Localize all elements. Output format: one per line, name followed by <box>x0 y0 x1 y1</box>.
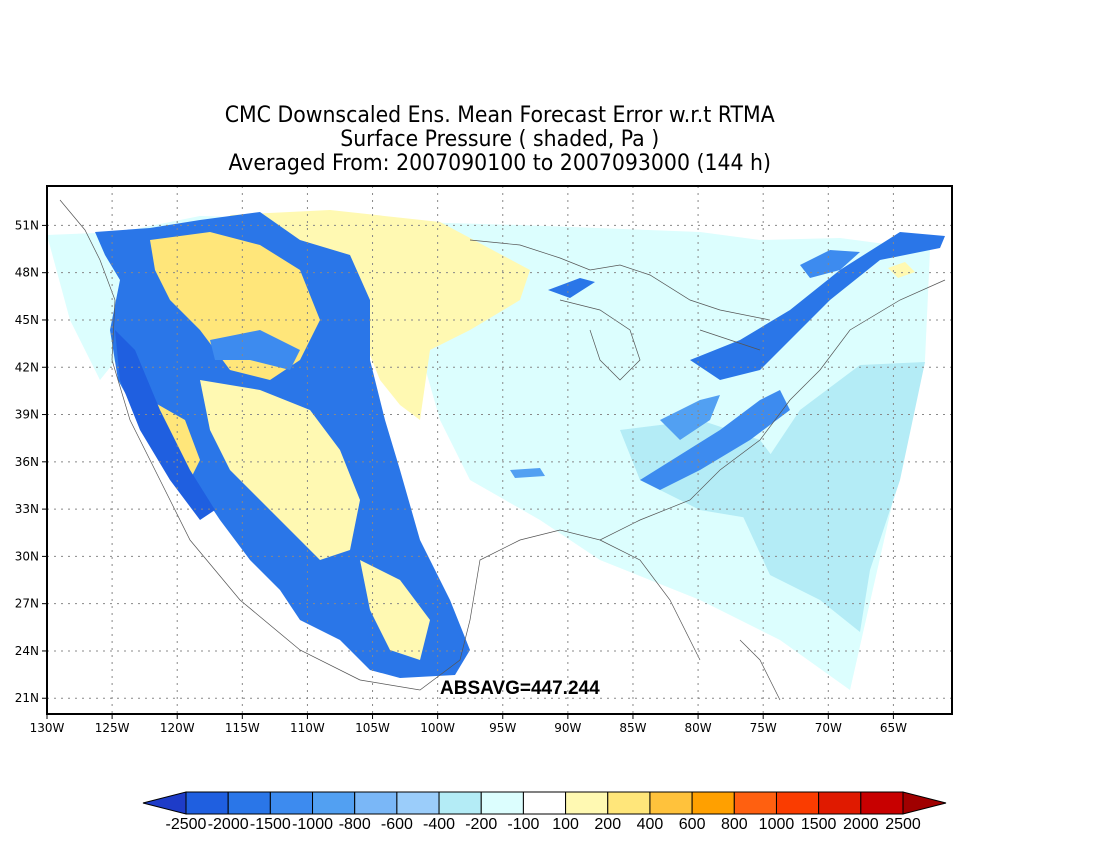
lat-tick-label: 27N <box>15 597 39 611</box>
field-yellow-west-d <box>360 560 430 660</box>
title-line-1: CMC Downscaled Ens. Mean Forecast Error … <box>224 103 775 128</box>
lon-tick-label: 95W <box>489 721 516 735</box>
colorbar-label: -600 <box>381 816 413 833</box>
colorbar-label: -400 <box>423 816 455 833</box>
colorbar-bin <box>607 791 651 815</box>
field-cyan-atlantic <box>740 362 925 632</box>
colorbar-bin <box>227 791 271 815</box>
latitude-labels: 51N 48N 45N 42N 39N 36N 33N 30N 27N 24N 21N <box>15 218 39 705</box>
lon-tick-label: 110W <box>290 721 325 735</box>
field-blue-dark-coast <box>115 330 215 520</box>
title-line-2: Surface Pressure ( shaded, Pa ) <box>340 127 660 152</box>
coastline-layer <box>59 199 946 701</box>
field-light-cyan <box>47 216 930 690</box>
lon-tick-label: 115W <box>225 721 260 735</box>
field-cyan-east <box>620 420 790 520</box>
lat-tick-label: 33N <box>15 502 39 516</box>
colorbar-label: -1500 <box>250 816 291 833</box>
lon-tick-label: 120W <box>160 721 195 735</box>
lon-tick-label: 70W <box>815 721 842 735</box>
colorbar-labels: -2500 -2000 -1500 -1000 -800 -600 -400 -200 -100… <box>166 816 921 833</box>
colorbar <box>142 791 947 815</box>
colorbar-over-arrow <box>902 791 947 815</box>
field-yellow-west-b <box>200 380 360 560</box>
lon-tick-label: 125W <box>95 721 130 735</box>
graticule-grid <box>42 186 952 719</box>
colorbar-label: 2500 <box>885 816 921 833</box>
lat-tick-label: 48N <box>15 266 39 280</box>
colorbar-label: -1000 <box>292 816 333 833</box>
colorbar-bin <box>649 791 693 815</box>
lon-tick-label: 65W <box>880 721 907 735</box>
colorbar-label: 1500 <box>801 816 837 833</box>
lon-tick-label: 100W <box>420 721 455 735</box>
lon-tick-label: 80W <box>685 721 712 735</box>
lat-tick-label: 24N <box>15 644 39 658</box>
colorbar-bin <box>860 791 904 815</box>
lon-tick-label: 75W <box>750 721 777 735</box>
lon-tick-label: 85W <box>619 721 646 735</box>
colorbar-label: 200 <box>594 816 621 833</box>
field-pale-yellow-quebec <box>888 262 915 278</box>
colorbar-label: 600 <box>679 816 706 833</box>
lat-tick-label: 39N <box>15 408 39 422</box>
colorbar-bin <box>438 791 482 815</box>
field-blue-st-lawrence <box>800 250 860 278</box>
title-line-3: Averaged From: 2007090100 to 2007093000 … <box>228 151 771 176</box>
colorbar-bin <box>480 791 524 815</box>
lon-tick-label: 105W <box>355 721 390 735</box>
map-frame <box>46 185 953 715</box>
field-blue-appalachian-1 <box>690 232 945 380</box>
colorbar-bin <box>733 791 777 815</box>
colorbar-label: 100 <box>552 816 579 833</box>
colorbar-label: -800 <box>339 816 371 833</box>
lat-tick-label: 30N <box>15 549 39 563</box>
colorbar-under-arrow <box>142 791 187 815</box>
colorbar-bin <box>312 791 356 815</box>
field-cyan-pacific <box>50 238 118 380</box>
colorbar-label: -100 <box>507 816 539 833</box>
field-blue-texas <box>510 468 545 478</box>
lat-tick-label: 51N <box>15 218 39 232</box>
colorbar-label: -200 <box>465 816 497 833</box>
lat-tick-label: 36N <box>15 455 39 469</box>
colorbar-bin <box>396 791 440 815</box>
colorbar-bin <box>354 791 398 815</box>
colorbar-label: 1000 <box>759 816 795 833</box>
colorbar-label: 2000 <box>843 816 879 833</box>
field-blue-great-lakes <box>548 278 595 298</box>
colorbar-bin <box>565 791 609 815</box>
lon-tick-label: 90W <box>554 721 581 735</box>
colorbar-bin <box>691 791 735 815</box>
lat-tick-label: 45N <box>15 313 39 327</box>
colorbar-label: -2500 <box>166 816 207 833</box>
colorbar-bin <box>522 791 567 815</box>
field-blue-appalachian-3 <box>660 395 720 440</box>
lat-tick-label: 21N <box>15 691 39 705</box>
lon-tick-label: 130W <box>30 721 65 735</box>
lat-tick-label: 42N <box>15 360 39 374</box>
field-blue-appalachian-2 <box>640 390 790 490</box>
colorbar-label: 400 <box>637 816 664 833</box>
colorbar-bin <box>775 791 820 815</box>
shaded-field-layer <box>47 210 945 690</box>
colorbar-label: -2000 <box>208 816 249 833</box>
colorbar-label: 800 <box>721 816 748 833</box>
colorbar-bin <box>818 791 862 815</box>
colorbar-bin <box>269 791 314 815</box>
longitude-labels: 130W 125W 120W 115W 110W 105W 100W 95W 90W 85W 80W… <box>30 721 907 735</box>
field-blue-ridge <box>210 330 300 370</box>
absavg-label: ABSAVG=447.244 <box>440 678 600 699</box>
colorbar-bin <box>185 791 229 815</box>
